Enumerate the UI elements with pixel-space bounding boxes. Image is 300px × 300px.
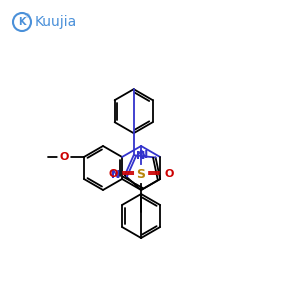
Text: N: N: [139, 150, 148, 160]
Text: N: N: [110, 170, 120, 180]
Text: ®: ®: [24, 14, 29, 19]
Text: S: S: [136, 167, 146, 181]
Text: O: O: [109, 169, 118, 179]
Text: O: O: [164, 169, 173, 179]
Text: Kuujia: Kuujia: [35, 15, 77, 29]
Text: K: K: [18, 17, 26, 27]
Text: N: N: [136, 151, 146, 161]
Text: O: O: [59, 152, 69, 162]
